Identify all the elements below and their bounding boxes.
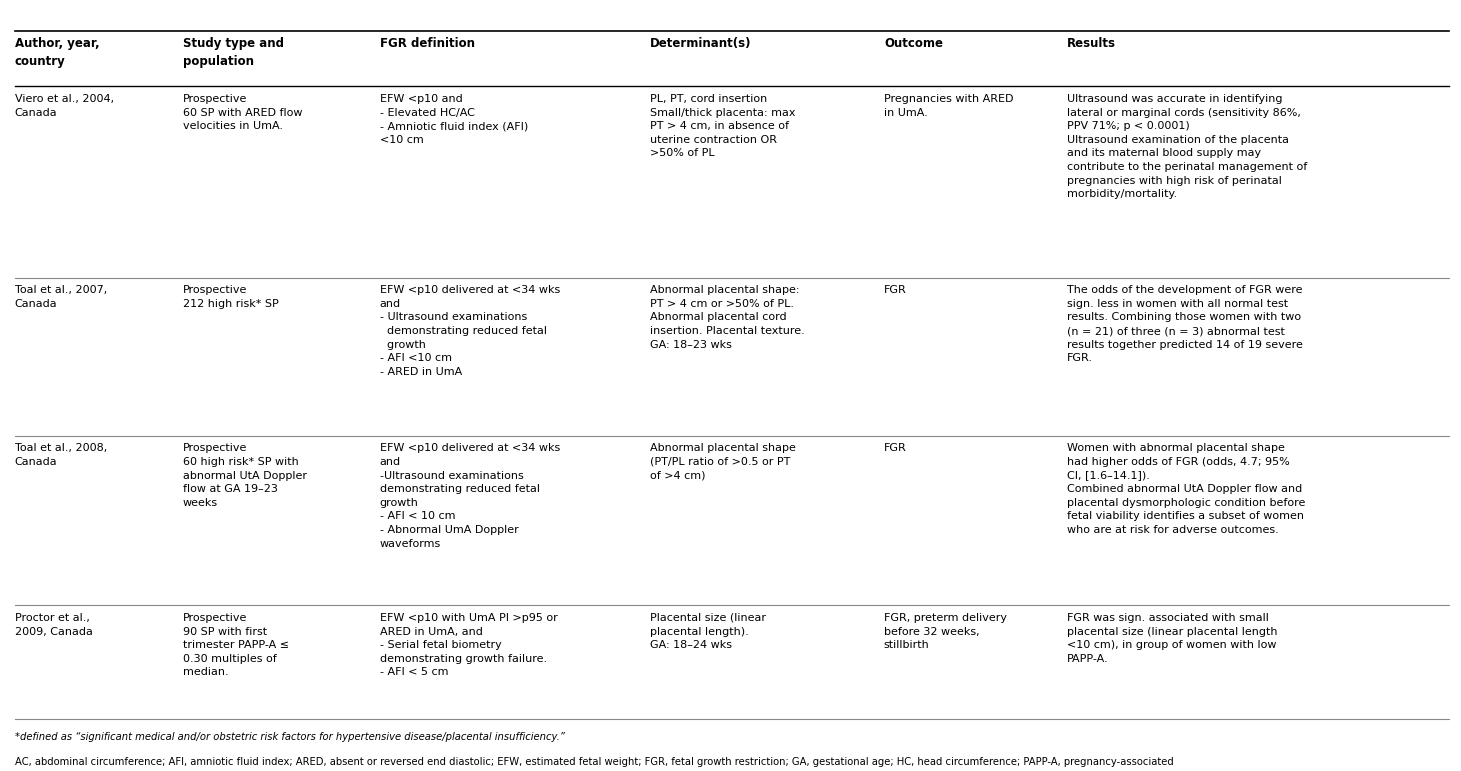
Text: Abnormal placental shape
(PT/PL ratio of >0.5 or PT
of >4 cm): Abnormal placental shape (PT/PL ratio of… — [650, 443, 796, 480]
Text: Proctor et al.,
2009, Canada: Proctor et al., 2009, Canada — [15, 613, 92, 637]
Text: *defined as “significant medical and/or obstetric risk factors for hypertensive : *defined as “significant medical and/or … — [15, 732, 564, 742]
Text: Study type and
population: Study type and population — [183, 37, 283, 68]
Text: EFW <p10 delivered at <34 wks
and
- Ultrasound examinations
  demonstrating redu: EFW <p10 delivered at <34 wks and - Ultr… — [380, 285, 560, 377]
Text: Pregnancies with ARED
in UmA.: Pregnancies with ARED in UmA. — [884, 94, 1014, 118]
Text: Toal et al., 2007,
Canada: Toal et al., 2007, Canada — [15, 285, 107, 309]
Text: FGR was sign. associated with small
placental size (linear placental length
<10 : FGR was sign. associated with small plac… — [1067, 613, 1277, 664]
Text: EFW <p10 delivered at <34 wks
and
-Ultrasound examinations
demonstrating reduced: EFW <p10 delivered at <34 wks and -Ultra… — [380, 443, 560, 548]
Text: EFW <p10 with UmA PI >p95 or
ARED in UmA, and
- Serial fetal biometry
demonstrat: EFW <p10 with UmA PI >p95 or ARED in UmA… — [380, 613, 558, 678]
Text: Author, year,
country: Author, year, country — [15, 37, 99, 68]
Text: Prospective
60 SP with ARED flow
velocities in UmA.: Prospective 60 SP with ARED flow velocit… — [183, 94, 302, 131]
Text: FGR, preterm delivery
before 32 weeks,
stillbirth: FGR, preterm delivery before 32 weeks, s… — [884, 613, 1007, 650]
Text: EFW <p10 and
- Elevated HC/AC
- Amniotic fluid index (AFI)
<10 cm: EFW <p10 and - Elevated HC/AC - Amniotic… — [380, 94, 527, 145]
Text: Determinant(s): Determinant(s) — [650, 37, 751, 50]
Text: FGR: FGR — [884, 443, 907, 453]
Text: Ultrasound was accurate in identifying
lateral or marginal cords (sensitivity 86: Ultrasound was accurate in identifying l… — [1067, 94, 1306, 199]
Text: Viero et al., 2004,
Canada: Viero et al., 2004, Canada — [15, 94, 114, 118]
Text: The odds of the development of FGR were
sign. less in women with all normal test: The odds of the development of FGR were … — [1067, 285, 1302, 363]
Text: Prospective
60 high risk* SP with
abnormal UtA Doppler
flow at GA 19–23
weeks: Prospective 60 high risk* SP with abnorm… — [183, 443, 307, 508]
Text: Results: Results — [1067, 37, 1116, 50]
Text: Women with abnormal placental shape
had higher odds of FGR (odds, 4.7; 95%
CI, [: Women with abnormal placental shape had … — [1067, 443, 1305, 535]
Text: Outcome: Outcome — [884, 37, 942, 50]
Text: FGR: FGR — [884, 285, 907, 295]
Text: Placental size (linear
placental length).
GA: 18–24 wks: Placental size (linear placental length)… — [650, 613, 766, 650]
Text: FGR definition: FGR definition — [380, 37, 475, 50]
Text: Abnormal placental shape:
PT > 4 cm or >50% of PL.
Abnormal placental cord
inser: Abnormal placental shape: PT > 4 cm or >… — [650, 285, 805, 350]
Text: Toal et al., 2008,
Canada: Toal et al., 2008, Canada — [15, 443, 107, 467]
Text: PL, PT, cord insertion
Small/thick placenta: max
PT > 4 cm, in absence of
uterin: PL, PT, cord insertion Small/thick place… — [650, 94, 796, 159]
Text: Prospective
212 high risk* SP: Prospective 212 high risk* SP — [183, 285, 279, 309]
Text: AC, abdominal circumference; AFI, amniotic fluid index; ARED, absent or reversed: AC, abdominal circumference; AFI, amniot… — [15, 757, 1173, 767]
Text: Prospective
90 SP with first
trimester PAPP-A ≤
0.30 multiples of
median.: Prospective 90 SP with first trimester P… — [183, 613, 289, 678]
